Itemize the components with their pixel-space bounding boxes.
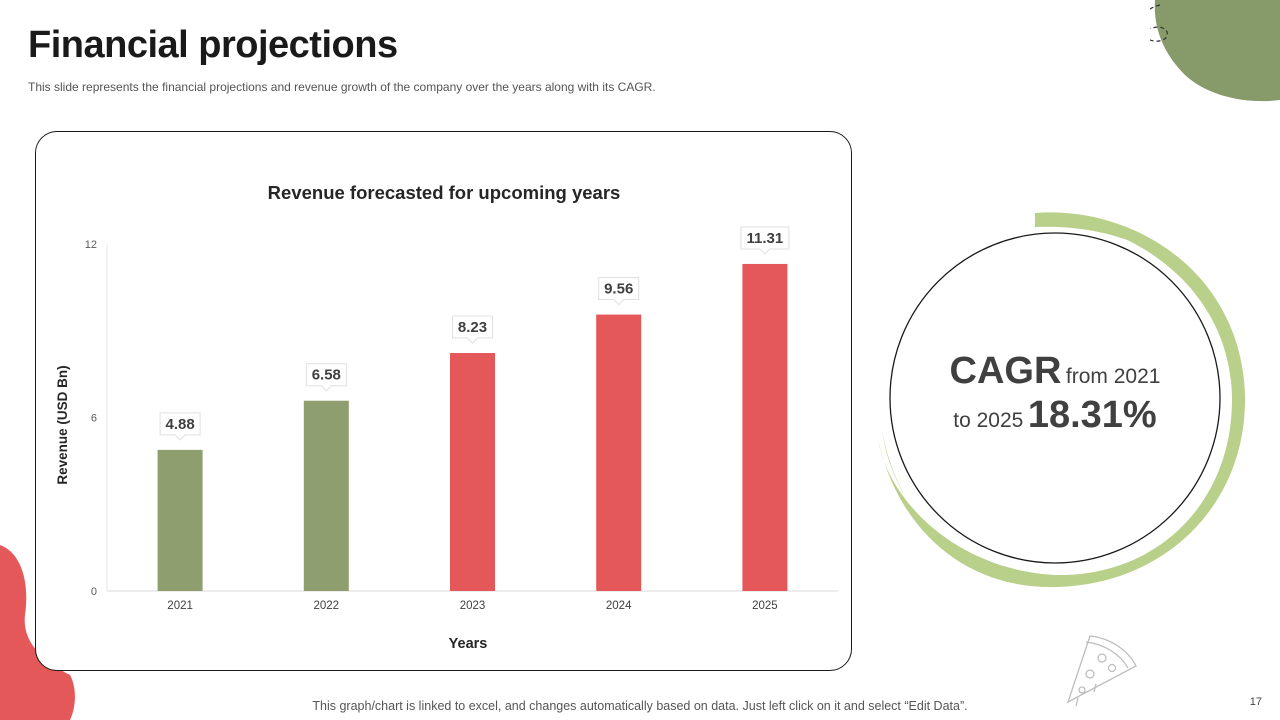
data-label-callout bbox=[159, 412, 201, 441]
page-subtitle: This slide represents the financial proj… bbox=[28, 80, 656, 94]
data-label-callout bbox=[740, 226, 790, 255]
cagr-label: CAGR bbox=[949, 350, 1062, 392]
chart-card: Revenue forecasted for upcoming years Re… bbox=[35, 131, 852, 671]
y-tick-label: 12 bbox=[85, 239, 97, 251]
data-label: 8.23 bbox=[458, 319, 487, 336]
x-tick-label: 2021 bbox=[167, 600, 193, 612]
chart-title: Revenue forecasted for upcoming years bbox=[268, 182, 621, 203]
data-label: 9.56 bbox=[604, 281, 633, 298]
data-label: 6.58 bbox=[312, 367, 341, 384]
data-label: 11.31 bbox=[747, 230, 784, 247]
data-label: 4.88 bbox=[165, 416, 194, 433]
y-tick-label: 6 bbox=[91, 413, 97, 425]
x-tick-label: 2022 bbox=[314, 600, 340, 612]
bar-2022 bbox=[303, 400, 349, 591]
decorative-green-blob bbox=[1150, 0, 1280, 102]
bar-chart: Revenue forecasted for upcoming years Re… bbox=[55, 182, 838, 652]
page-title: Financial projections bbox=[28, 24, 398, 66]
bar-2025 bbox=[742, 263, 788, 591]
bar-2021 bbox=[157, 449, 203, 591]
cagr-from-text: from 2021 bbox=[1065, 365, 1161, 388]
bar-2023 bbox=[450, 353, 495, 591]
data-label-callout bbox=[452, 315, 493, 344]
footer-note: This graph/chart is linked to excel, and… bbox=[312, 699, 968, 713]
bar-2024 bbox=[596, 314, 642, 591]
page-number: 17 bbox=[1249, 696, 1262, 708]
cagr-to-text: to 2025 bbox=[953, 408, 1024, 432]
cagr-circle-decoration bbox=[878, 212, 1245, 588]
y-tick-label: 0 bbox=[91, 586, 97, 598]
x-tick-label: 2024 bbox=[606, 600, 632, 612]
y-axis-title: Revenue (USD Bn) bbox=[55, 365, 70, 484]
cagr-value: 18.31% bbox=[1027, 393, 1157, 436]
data-label-callout bbox=[598, 277, 640, 306]
cagr-summary: CAGR from 2021 to 2025 18.31% bbox=[890, 350, 1220, 437]
x-tick-label: 2023 bbox=[460, 600, 486, 612]
pizza-slice-icon bbox=[1066, 635, 1137, 707]
x-tick-label: 2025 bbox=[752, 600, 778, 612]
decorative-red-blob bbox=[0, 545, 75, 720]
data-label-callout bbox=[305, 363, 347, 392]
x-axis-title: Years bbox=[449, 636, 488, 652]
